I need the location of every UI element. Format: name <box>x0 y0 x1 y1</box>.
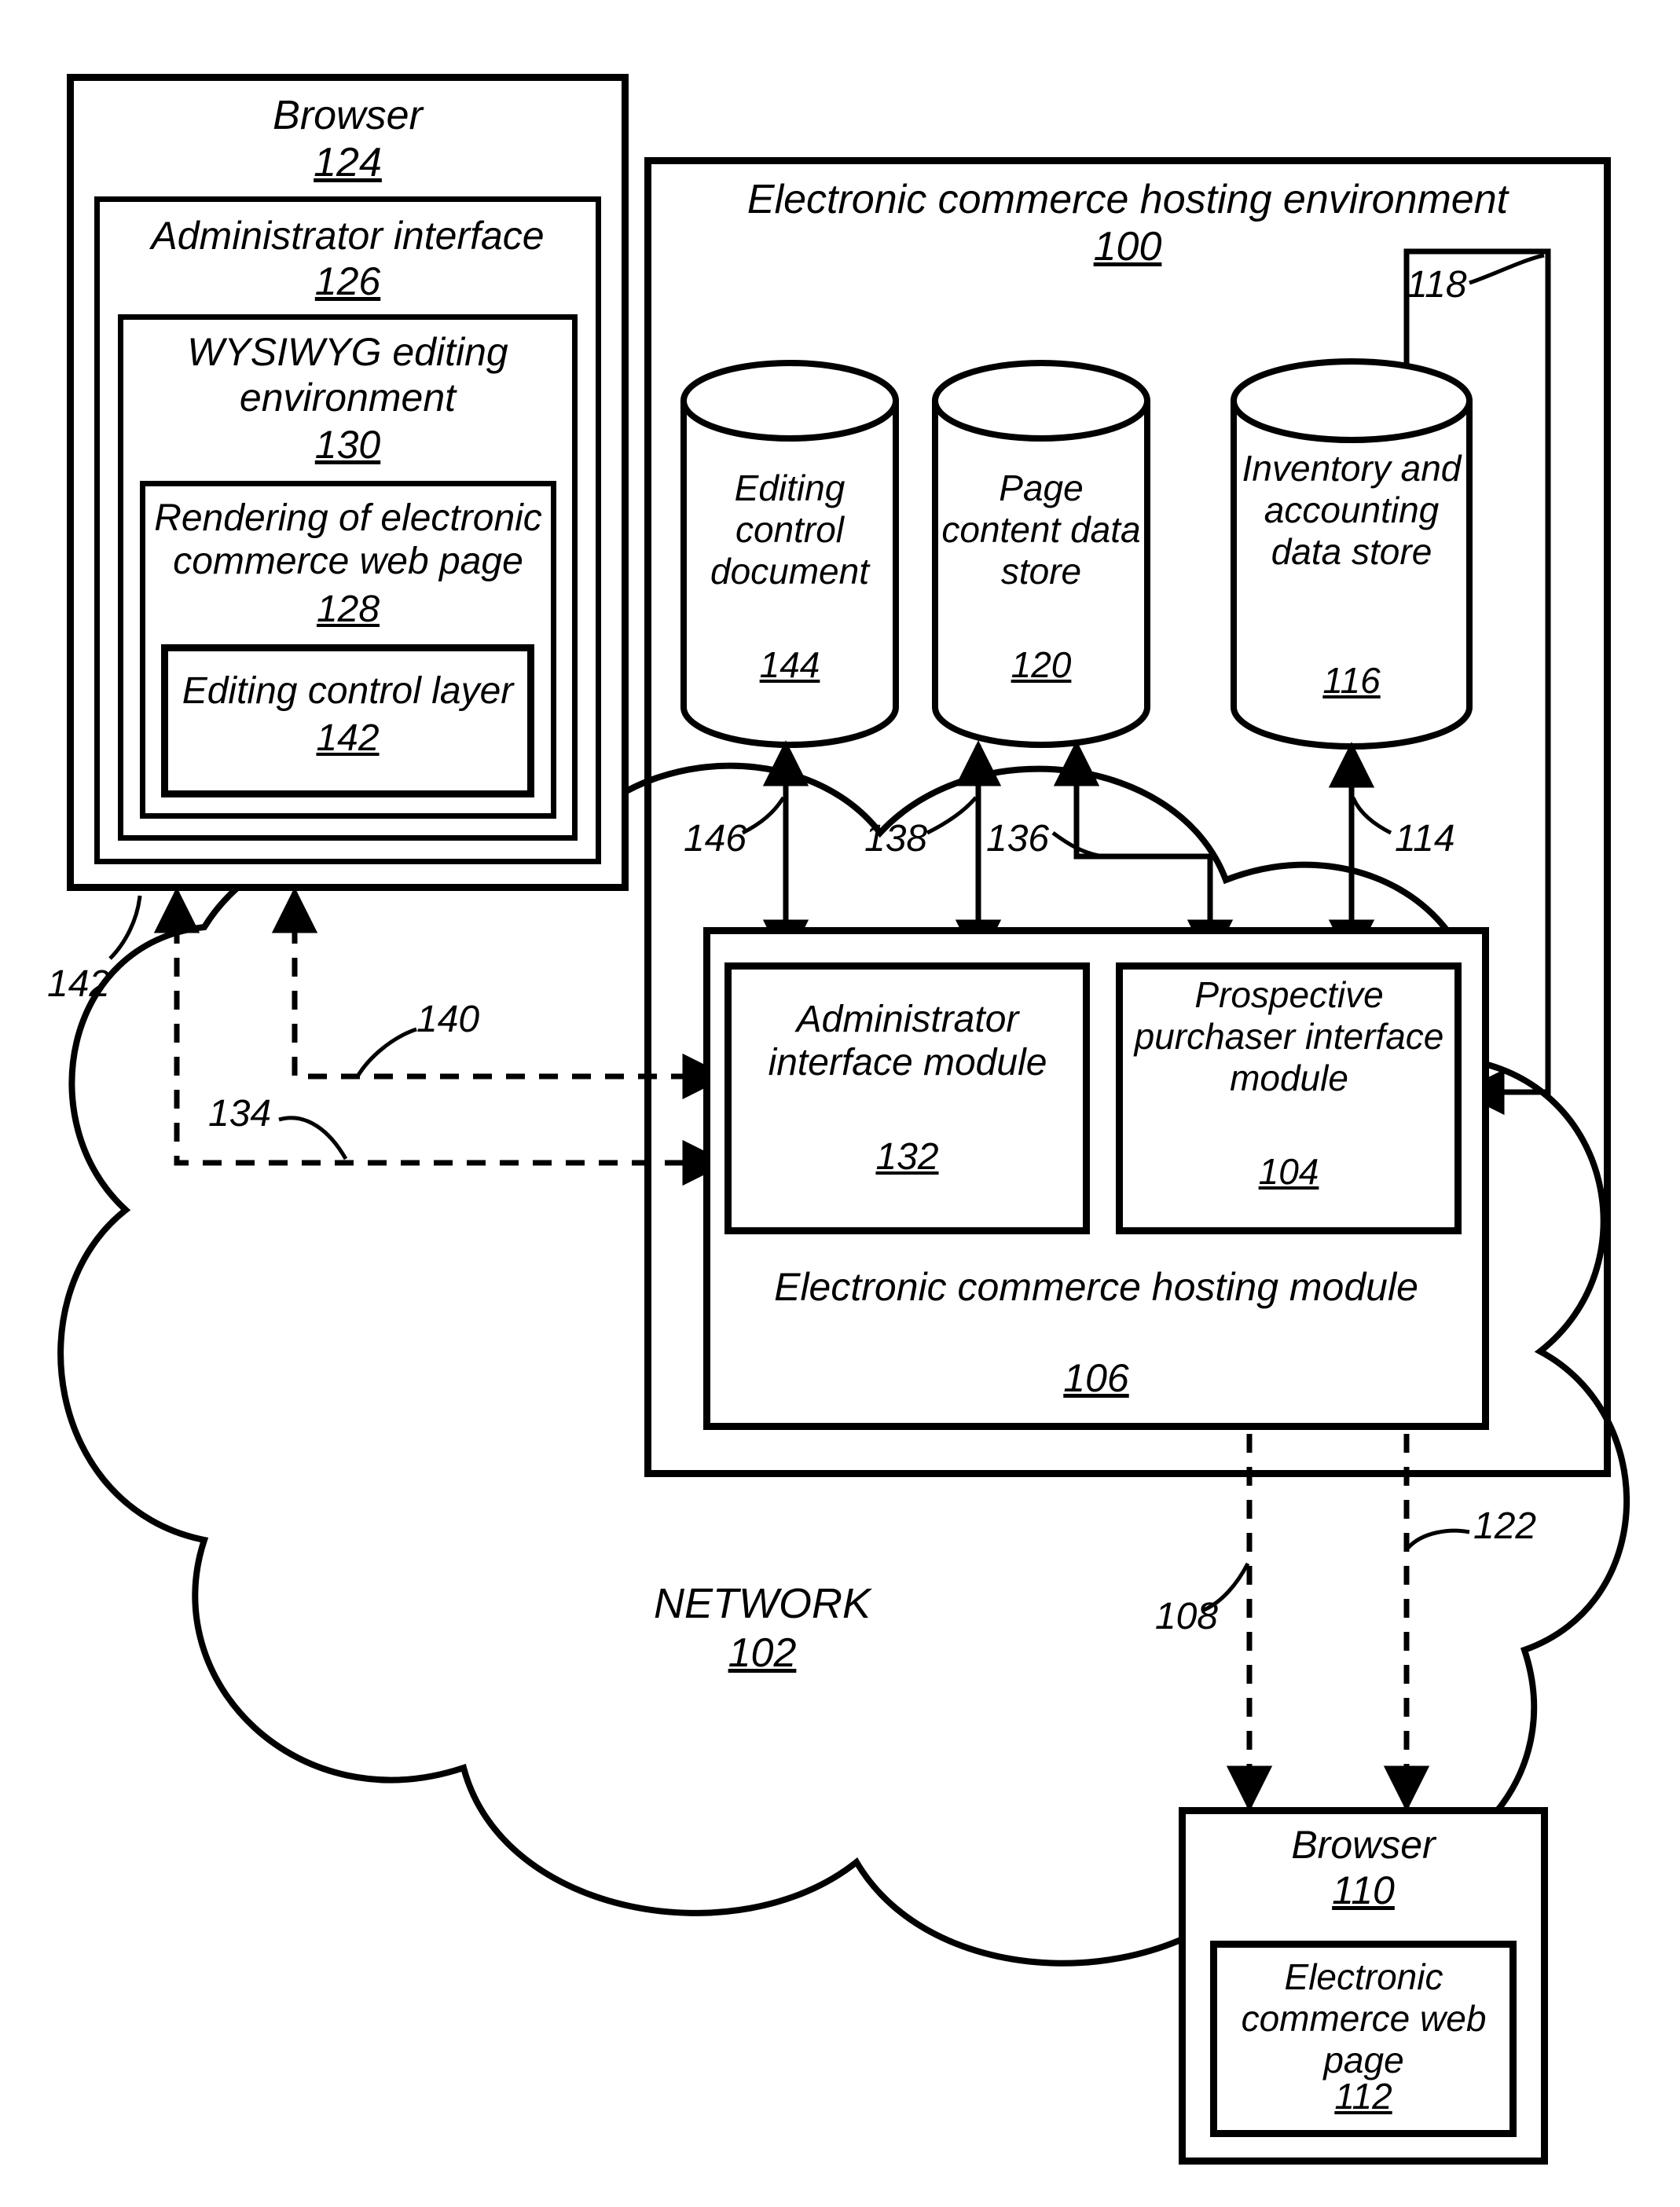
rendering-title: Rendering of electronic commerce web pag… <box>148 497 548 583</box>
cyl3-title: Inventory and accounting data store <box>1234 448 1469 573</box>
reflabel-108: 108 <box>1116 1595 1218 1638</box>
reflabel-140: 140 <box>416 998 511 1041</box>
reflabel-122: 122 <box>1473 1505 1568 1548</box>
network-title: NETWORK <box>566 1579 959 1628</box>
wysiwyg-ref: 130 <box>118 423 578 468</box>
reflabel-138: 138 <box>864 817 959 860</box>
leader-140 <box>358 1029 416 1076</box>
webpage-ref: 112 <box>1210 2076 1517 2117</box>
rendering-ref: 128 <box>140 588 556 631</box>
host-module-ref: 106 <box>703 1356 1489 1402</box>
edit-layer-title: Editing control layer <box>161 669 534 713</box>
edit-layer-ref: 142 <box>161 717 534 760</box>
network-ref: 102 <box>566 1630 959 1677</box>
cyl3-ref: 116 <box>1234 660 1469 702</box>
admin-module-title: Administrator interface module <box>731 998 1084 1084</box>
host-module-title: Electronic commerce hosting module <box>703 1265 1489 1311</box>
browser-124-title: Browser <box>67 93 629 140</box>
reflabel-136: 136 <box>986 817 1080 860</box>
cyl1-title: Editing control document <box>684 467 896 592</box>
purchaser-module-ref: 104 <box>1116 1151 1462 1193</box>
host-env-title: Electronic commerce hosting environment <box>644 177 1611 224</box>
reflabel-146: 146 <box>684 817 778 860</box>
cyl2-ref: 120 <box>935 644 1147 686</box>
wysiwyg-title: WYSIWYG editing environment <box>126 330 570 420</box>
reflabel-142: 142 <box>47 962 141 1006</box>
browser-110-title: Browser <box>1179 1823 1548 1868</box>
cyl2-title: Page content data store <box>935 467 1147 592</box>
reflabel-118: 118 <box>1407 263 1501 306</box>
reflabel-134: 134 <box>208 1092 303 1135</box>
browser-124-ref: 124 <box>67 140 629 187</box>
admin-interface-ref: 126 <box>94 259 601 305</box>
admin-module-ref: 132 <box>724 1135 1090 1179</box>
purchaser-module-title: Prospective purchaser interface module <box>1122 974 1456 1099</box>
leader-122 <box>1408 1531 1469 1548</box>
browser-110-ref: 110 <box>1179 1868 1548 1914</box>
reflabel-114: 114 <box>1395 817 1489 860</box>
admin-interface-title: Administrator interface <box>94 214 601 259</box>
cyl1-ref: 144 <box>684 644 896 686</box>
webpage-title: Electronic commerce web page <box>1216 1956 1511 2081</box>
